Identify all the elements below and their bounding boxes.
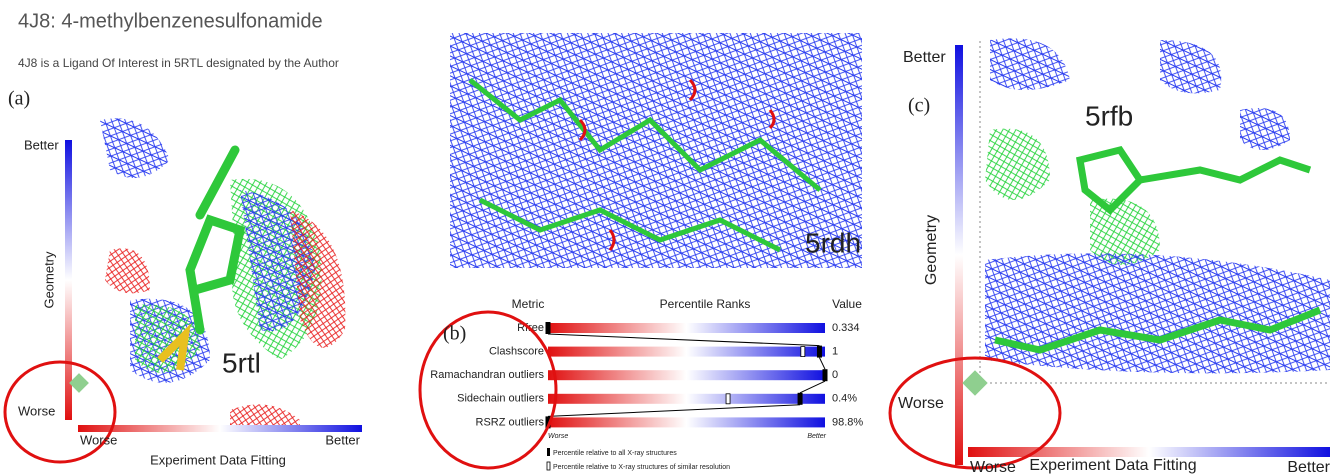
metric-value: 1 — [832, 346, 838, 358]
column-header: Metric — [512, 297, 545, 311]
scale-label: Worse — [548, 433, 568, 440]
axis-label: Experiment Data Fitting — [1029, 457, 1196, 474]
fitting-bar — [968, 447, 1330, 457]
axis-end-label: Better — [24, 137, 59, 152]
panel-a: 5rtl (a) Better Geometry Worse Worse Bet… — [5, 88, 362, 468]
axis-end-label: Worse — [898, 395, 944, 412]
column-header: Percentile Ranks — [660, 297, 751, 311]
legend-text: Percentile relative to X-ray structures … — [553, 464, 730, 471]
percentile-bar — [548, 394, 825, 404]
page-subtitle: 4J8 is a Ligand Of Interest in 5RTL desi… — [18, 56, 339, 70]
axis-end-label: Better — [325, 432, 360, 447]
axis-end-label: Worse — [970, 459, 1016, 475]
metric-value: 0.334 — [832, 322, 860, 334]
fitting-bar — [78, 425, 362, 432]
metric-name: Clashscore — [489, 346, 544, 358]
panel-c: 5rfb (c) Better Geometry Worse Worse Bet… — [890, 33, 1330, 475]
percentile-bar — [548, 417, 825, 427]
percentile-similar-marker — [801, 347, 805, 357]
percentile-all-marker — [823, 369, 828, 381]
axis-end-label: Worse — [80, 432, 117, 447]
axis-label: Geometry — [923, 215, 940, 285]
geometry-bar — [955, 45, 963, 465]
connector-line — [548, 405, 800, 417]
metric-name: Sidechain outliers — [457, 393, 544, 405]
panel-b: 5rdh Metric Percentile Ranks Value Worse… — [420, 33, 863, 471]
structure-label: 5rtl — [222, 347, 261, 378]
page-title: 4J8: 4-methylbenzenesulfonamide — [18, 10, 323, 32]
percentile-table: Metric Percentile Ranks Value Worse Bett… — [430, 297, 863, 471]
metric-value: 98.8% — [832, 416, 863, 428]
metric-name: RSRZ outliers — [476, 416, 545, 428]
density-image — [450, 33, 862, 268]
highlight-ellipse — [420, 312, 556, 468]
axis-end-label: Better — [903, 49, 946, 66]
legend-swatch — [547, 448, 550, 456]
panel-label: (b) — [443, 323, 466, 345]
panel-label: (a) — [8, 88, 30, 110]
legend-text: Percentile relative to all X-ray structu… — [553, 450, 677, 457]
metric-value: 0.4% — [832, 393, 857, 405]
legend-swatch — [547, 462, 550, 470]
percentile-similar-marker — [726, 394, 730, 404]
geometry-bar — [65, 140, 72, 420]
mesh — [985, 253, 1330, 373]
column-header: Value — [832, 297, 862, 311]
axis-label: Geometry — [41, 251, 56, 309]
figure: 4J8: 4-methylbenzenesulfonamide 4J8 is a… — [0, 0, 1330, 475]
scale-label: Better — [807, 433, 826, 440]
structure-label: 5rfb — [1085, 100, 1133, 131]
percentile-all-marker — [817, 346, 822, 358]
percentile-bar — [548, 370, 825, 380]
metric-name: Ramachandran outliers — [430, 369, 544, 381]
axis-label: Experiment Data Fitting — [150, 452, 286, 467]
structure-label: 5rdh — [805, 227, 861, 258]
percentile-bar — [548, 347, 825, 357]
axis-end-label: Better — [1287, 459, 1330, 475]
metric-value: 0 — [832, 369, 838, 381]
panel-label: (c) — [908, 95, 930, 117]
connector-line — [819, 358, 825, 370]
diamond-marker — [69, 373, 89, 393]
axis-end-label: Worse — [18, 403, 55, 418]
percentile-all-marker — [546, 322, 551, 334]
percentile-bar — [548, 323, 825, 333]
connector-line — [800, 381, 825, 393]
percentile-all-marker — [798, 393, 803, 405]
connector-line — [548, 334, 819, 346]
